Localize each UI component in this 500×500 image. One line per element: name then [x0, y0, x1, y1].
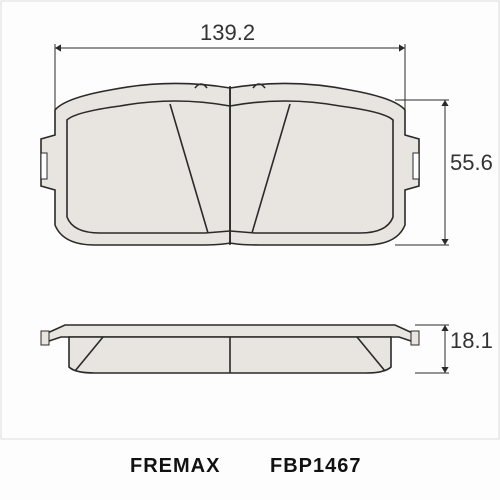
brand-label: FREMAX [130, 455, 220, 478]
thickness-dimension-label: 18.1 [450, 328, 493, 354]
part-number-label: FBP1467 [270, 455, 362, 478]
brake-pad-diagram [0, 0, 500, 500]
width-dimension-label: 139.2 [200, 20, 255, 46]
height-dimension-label: 55.6 [450, 150, 493, 176]
